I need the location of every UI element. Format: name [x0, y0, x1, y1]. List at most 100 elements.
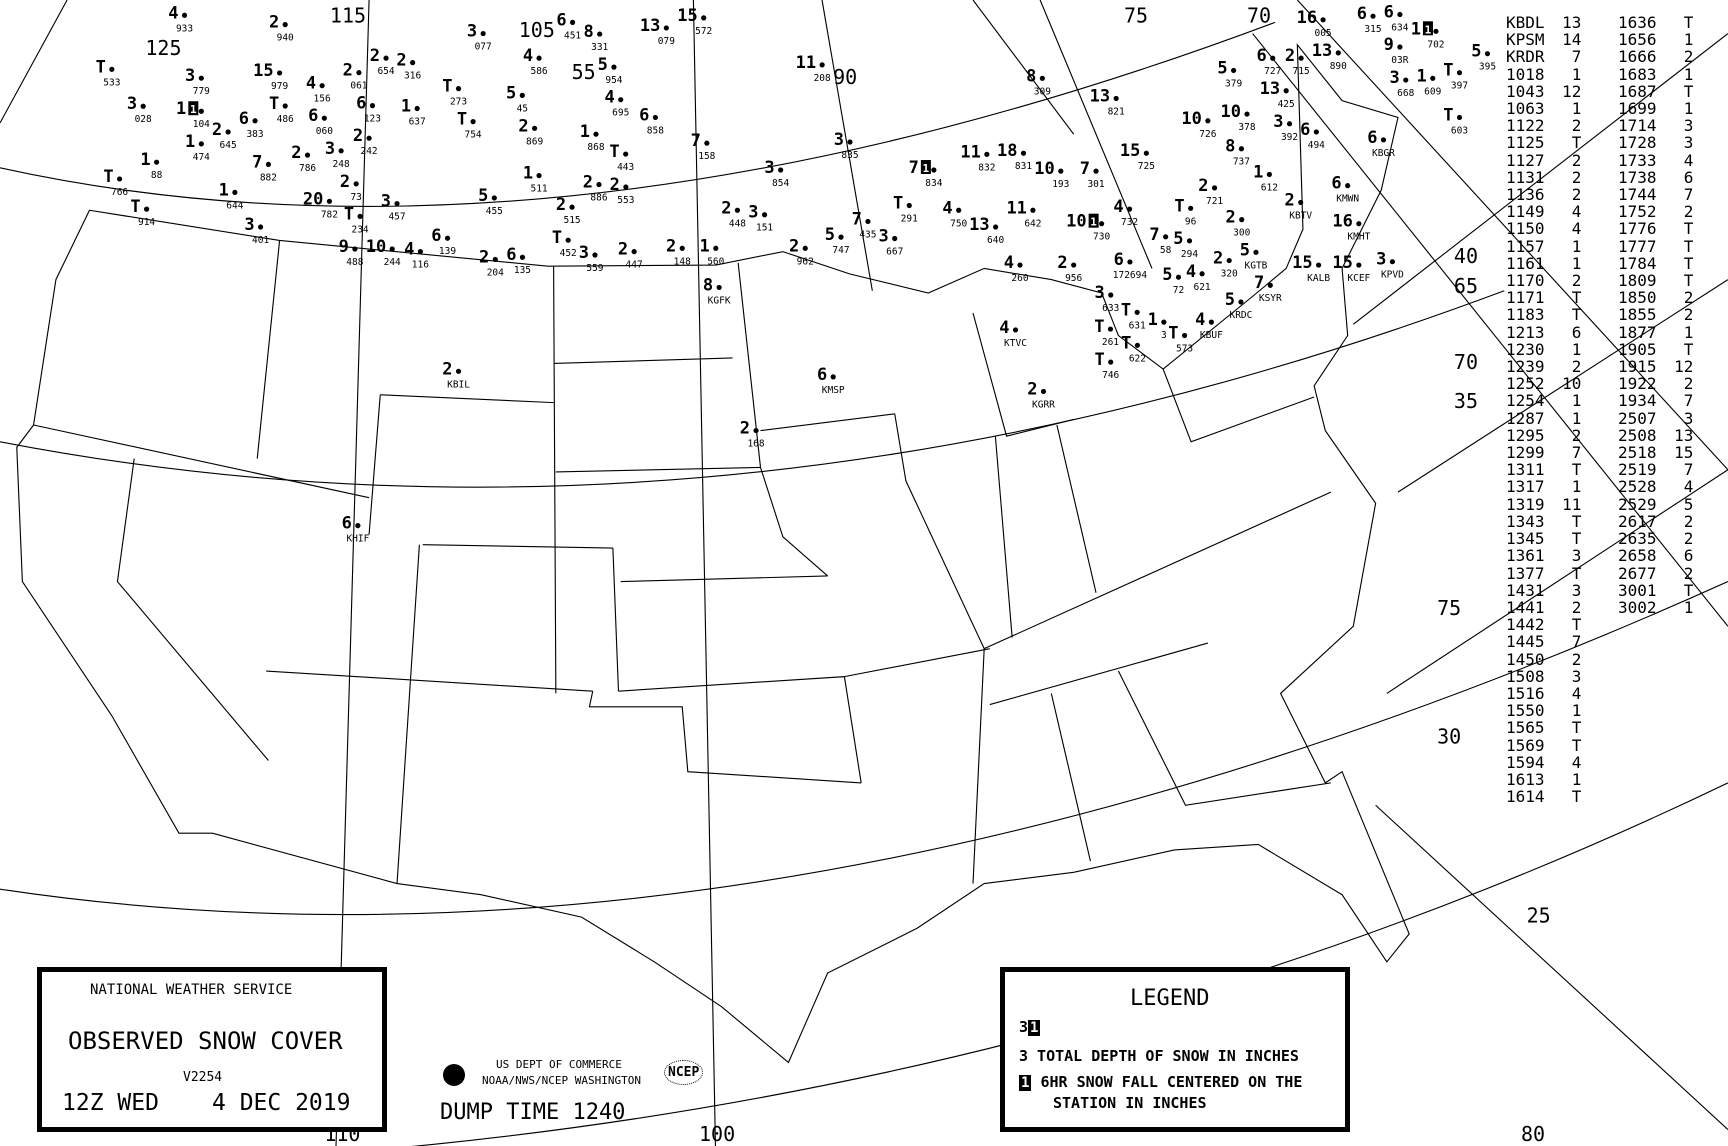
grid-label-group: 125: [145, 36, 181, 60]
snow-depth-value: 2: [1552, 150, 1582, 170]
grid-label-group: 80: [1521, 1122, 1545, 1146]
grid-label: 70: [1454, 350, 1478, 374]
station-id: 2635: [1618, 529, 1657, 549]
snow-depth-value: 2: [1664, 288, 1694, 308]
table-row: KPSM 14: [1506, 31, 1581, 48]
snow-depth-value: 2: [340, 172, 350, 192]
station-id: 882: [260, 172, 277, 183]
station-dot: [410, 60, 416, 66]
station-id: 1431: [1506, 580, 1545, 600]
grid-label-group: 90: [833, 65, 857, 89]
station-id: 378: [1238, 122, 1255, 133]
grid-label-group: 70: [1454, 350, 1478, 374]
snow-depth-value: 8: [1225, 137, 1235, 157]
station-dot: [1484, 51, 1491, 57]
snow-depth-value: 2: [1664, 529, 1694, 549]
station-id: 702: [1427, 39, 1444, 50]
table-row: 1728 3: [1618, 134, 1693, 151]
snow-depth-value: T: [1664, 13, 1694, 32]
dump-time: DUMP TIME 1240: [440, 1100, 626, 1125]
snow-depth-value: 13: [640, 16, 660, 36]
station-id: 1550: [1506, 701, 1545, 721]
station-id: KMHT: [1347, 232, 1370, 243]
station-dot: [906, 202, 912, 209]
station-id: 452: [560, 248, 577, 259]
snow-depth-value: 1: [1552, 477, 1582, 497]
grid-label: 80: [1521, 1122, 1545, 1146]
snow-depth-value: 3: [127, 94, 137, 114]
station-id: 725: [1138, 161, 1155, 172]
station-dot: [225, 129, 231, 135]
snow-depth-value: 6: [1384, 3, 1394, 23]
station-id: 1122: [1506, 116, 1545, 136]
station-id: 1777: [1618, 236, 1657, 256]
six-hour-snow-value: 1: [923, 162, 930, 175]
grid-label: 75: [1124, 3, 1148, 27]
station-dot: [713, 245, 719, 251]
station-id: 1131: [1506, 167, 1545, 187]
table-row: 2518 15: [1618, 444, 1693, 461]
station-id: 1239: [1506, 357, 1545, 377]
station-id: 1150: [1506, 219, 1545, 239]
station-45: 545: [506, 83, 528, 114]
version: V2254: [183, 1070, 223, 1085]
station-72: 572: [1162, 265, 1184, 296]
station-id: KBUF: [1200, 330, 1223, 341]
station-id: KBIL: [447, 379, 470, 390]
station-id: 1915: [1618, 357, 1657, 377]
station-id: 631: [1129, 320, 1146, 331]
snow-depth-value: 6: [639, 105, 649, 125]
station-88: 188: [140, 150, 162, 181]
station-dot: [565, 237, 571, 243]
station-id: 45: [517, 103, 528, 114]
station-id: 1850: [1618, 288, 1657, 308]
snow-depth-value: 7: [1149, 225, 1159, 245]
snow-depth-value: 13: [1312, 41, 1332, 61]
station-dot: [1238, 146, 1245, 152]
ncep-logo: NCEP: [664, 1060, 704, 1085]
station-id: 640: [987, 235, 1004, 246]
snow-depth-value: 6: [1331, 174, 1341, 194]
snow-depth-value: 13: [1664, 425, 1694, 445]
station-96: T96: [1174, 196, 1196, 227]
table-row: 2519 7: [1618, 461, 1693, 478]
snow-depth-value: 2: [1552, 116, 1582, 136]
snow-depth-value: T: [1664, 219, 1694, 239]
station-dot: [892, 235, 898, 242]
station-id: KSYR: [1259, 293, 1282, 304]
table-row: 1295 2: [1506, 427, 1581, 444]
station-dot: [1403, 77, 1409, 83]
grid-label: 40: [1454, 244, 1478, 268]
station-dot: [198, 141, 204, 147]
snow-depth-value: 2: [610, 175, 620, 195]
table-row: 1683 1: [1618, 66, 1693, 83]
station-dot: [1270, 55, 1276, 61]
station-id: 234: [352, 224, 369, 235]
snow-depth-value: 2: [1664, 47, 1694, 67]
snow-depth-value: 3: [878, 227, 888, 247]
station-id: 443: [617, 162, 634, 173]
station-id: 956: [1065, 273, 1082, 284]
grid-label: 105: [519, 18, 555, 42]
station-dot: [492, 256, 498, 263]
table-row: 1171 T: [1506, 289, 1581, 306]
station-id: 622: [1129, 353, 1146, 364]
station-id: 737: [1233, 157, 1250, 168]
